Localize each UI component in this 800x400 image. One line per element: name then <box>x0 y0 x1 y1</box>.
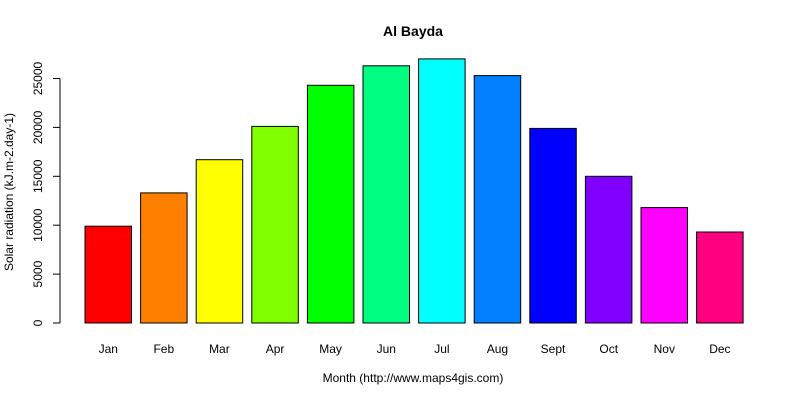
x-tick-label: Aug <box>487 342 508 356</box>
y-tick-label: 15000 <box>31 159 45 193</box>
bar-nov <box>640 207 688 324</box>
bar-jul <box>418 58 466 324</box>
x-tick-labels: Jan Feb Mar Apr May Jun Jul Aug Sept Oct Nov Dec <box>99 342 731 356</box>
bar-dec <box>696 231 744 324</box>
bar-jan <box>84 225 132 324</box>
x-tick-label: Sept <box>541 342 566 356</box>
x-tick-label: May <box>319 342 342 356</box>
x-tick-label: Mar <box>209 342 230 356</box>
x-tick-label: Nov <box>654 342 675 356</box>
x-tick-label: Jun <box>377 342 396 356</box>
x-tick-label: Oct <box>599 342 618 356</box>
bar-oct <box>584 175 633 324</box>
y-tick-label: 10000 <box>31 208 45 242</box>
y-tick-label: 5000 <box>31 260 45 287</box>
y-axis-label: Solar radiation (kJ.m-2.day-1) <box>2 113 16 271</box>
x-tick-label: Dec <box>709 342 730 356</box>
bar-apr <box>251 125 299 324</box>
x-tick-label: Apr <box>266 342 285 356</box>
bar-feb <box>140 192 188 324</box>
y-tick-label: 25000 <box>31 61 45 95</box>
x-axis-label: Month (http://www.maps4gis.com) <box>323 371 504 385</box>
y-tick-label: 0 <box>31 319 45 326</box>
x-tick-label: Feb <box>153 342 174 356</box>
y-axis: 0 5000 10000 15000 20000 25000 <box>31 61 61 326</box>
bar-sept <box>529 127 577 324</box>
y-tick-label: 20000 <box>31 110 45 144</box>
bar-mar <box>195 159 244 324</box>
bars-group <box>84 58 744 324</box>
bar-may <box>306 84 355 324</box>
bar-aug <box>473 75 522 324</box>
chart-title: Al Bayda <box>383 23 443 39</box>
bar-jun <box>362 65 410 324</box>
x-tick-label: Jul <box>434 342 449 356</box>
x-tick-label: Jan <box>99 342 118 356</box>
